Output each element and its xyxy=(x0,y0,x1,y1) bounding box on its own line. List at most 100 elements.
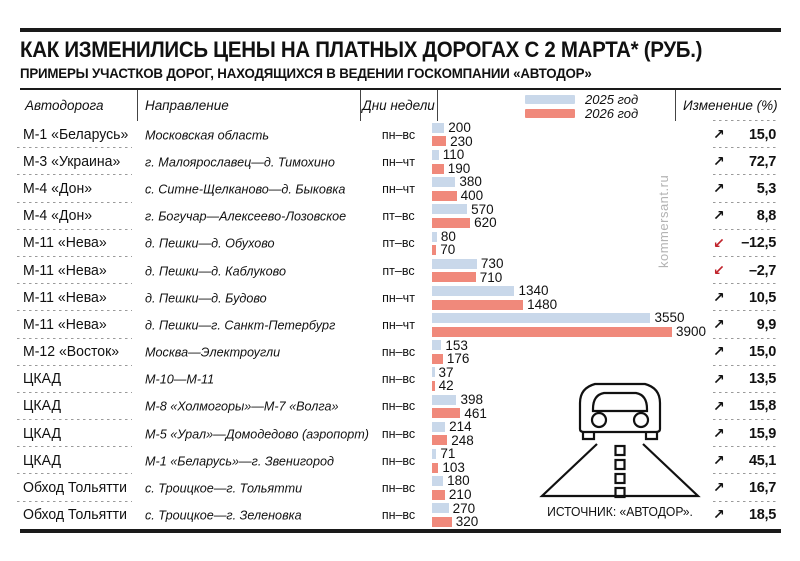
row-divider-road xyxy=(17,201,132,203)
row-divider-change xyxy=(713,228,776,230)
bar-line-2026: 710 xyxy=(432,271,781,285)
row-divider-road xyxy=(17,473,132,475)
row-divider-change xyxy=(713,391,776,393)
bar-line-2026: 176 xyxy=(432,352,781,366)
car-road-illustration xyxy=(539,382,701,499)
road-cell: М-3 «Украина» xyxy=(23,153,121,170)
change-cell: ↙ –12,5 xyxy=(713,236,776,251)
row-divider-change xyxy=(713,419,776,421)
bar-2026 xyxy=(432,381,435,392)
trend-arrow-icon: ↙ xyxy=(713,262,725,279)
direction-cell: М-1 «Беларусь»—г. Звенигород xyxy=(145,453,334,469)
road-cell: Обход Тольятти xyxy=(23,480,127,497)
road-cell: ЦКАД xyxy=(23,452,61,469)
price-table: Автодорога Направление Дни недели 2025 г… xyxy=(17,88,781,529)
bar-line-2026: 230 xyxy=(432,135,781,149)
bar-2025 xyxy=(432,204,468,215)
table-row: М-12 «Восток» Москва—Электроугли пн–вс 1… xyxy=(17,337,781,366)
bar-group: 270 320 xyxy=(432,502,781,529)
road-cell: ЦКАД xyxy=(23,425,61,442)
road-cell: М-4 «Дон» xyxy=(23,180,93,197)
bar-2025 xyxy=(432,449,437,460)
trend-arrow-icon: ↗ xyxy=(713,480,725,497)
table-row: ЦКАД М-5 «Урал»—Домодедово (аэропорт) пн… xyxy=(17,419,781,448)
change-cell: ↗ 5,3 xyxy=(713,182,776,197)
change-value: 10,5 xyxy=(748,289,776,306)
bar-2025 xyxy=(432,394,457,405)
bar-2025 xyxy=(432,503,449,514)
change-value: –12,5 xyxy=(741,235,776,252)
bar-2025 xyxy=(432,149,439,160)
bar-line-2025: 730 xyxy=(432,257,781,271)
bar-group: 80 70 xyxy=(432,230,781,257)
road-dash xyxy=(614,486,626,499)
direction-cell: г. Малоярославец—д. Тимохино xyxy=(145,154,335,170)
change-cell: ↙ –2,7 xyxy=(713,263,776,278)
table-row: М-4 «Дон» с. Ситне-Щелканово—д. Быковка … xyxy=(17,174,781,203)
column-header-change: Изменение (%) xyxy=(683,98,778,113)
road-dash xyxy=(614,472,626,485)
bar-line-2025: 80 xyxy=(432,230,781,244)
row-divider-change xyxy=(713,120,776,121)
bar-line-2026: 42 xyxy=(432,379,781,393)
column-header-days: Дни недели xyxy=(362,98,435,113)
bar-value-2025: 200 xyxy=(448,120,471,136)
row-divider-road xyxy=(17,419,132,421)
road-dash xyxy=(614,444,626,457)
days-cell: пн–чт xyxy=(382,154,415,169)
row-divider-road xyxy=(17,174,132,176)
days-cell: пт–вс xyxy=(382,263,415,278)
bar-group: 37 42 xyxy=(432,366,781,393)
bar-value-2025: 180 xyxy=(447,473,470,489)
change-cell: ↗ 8,8 xyxy=(713,209,776,224)
days-cell: пн–вс xyxy=(381,399,416,414)
bar-line-2025: 380 xyxy=(432,175,781,189)
road-cell: М-11 «Нева» xyxy=(23,316,107,333)
bar-2026 xyxy=(432,299,524,310)
bar-value-2026: 3900 xyxy=(676,323,707,339)
bar-group: 214 248 xyxy=(432,420,781,447)
bar-2026 xyxy=(432,462,439,473)
bar-2026 xyxy=(432,435,448,446)
legend-swatch-2026 xyxy=(525,109,575,118)
trend-arrow-icon: ↗ xyxy=(713,344,725,361)
bar-2026 xyxy=(432,272,476,283)
bar-value-2026: 103 xyxy=(442,459,465,475)
row-divider-change xyxy=(713,201,776,203)
change-value: 16,7 xyxy=(748,479,776,496)
bottom-rule xyxy=(20,529,781,533)
change-cell: ↗ 72,7 xyxy=(713,155,776,170)
trend-arrow-icon: ↗ xyxy=(713,289,725,306)
change-cell: ↗ 9,9 xyxy=(713,318,776,333)
bar-2026 xyxy=(432,245,437,256)
car-headlight-left xyxy=(590,411,608,429)
change-value: 72,7 xyxy=(748,153,776,170)
bar-2025 xyxy=(432,476,444,487)
bar-2025 xyxy=(432,340,442,351)
bar-2025 xyxy=(432,285,515,296)
days-cell: пн–вс xyxy=(381,372,416,387)
direction-cell: Москва—Электроугли xyxy=(145,344,281,360)
row-divider-road xyxy=(17,446,132,448)
trend-arrow-icon: ↗ xyxy=(713,398,725,415)
trend-arrow-icon: ↗ xyxy=(713,425,725,442)
direction-cell: г. Богучар—Алексеево-Лозовское xyxy=(145,208,347,224)
direction-cell: с. Троицкое—г. Тольятти xyxy=(145,480,303,496)
bar-value-2025: 398 xyxy=(460,391,484,407)
row-divider-change xyxy=(713,446,776,448)
top-rule xyxy=(20,28,781,32)
change-value: 15,8 xyxy=(748,398,776,415)
bar-2025 xyxy=(432,177,456,188)
direction-cell: с. Ситне-Щелканово—д. Быковка xyxy=(145,181,346,197)
row-divider-road xyxy=(17,283,132,285)
trend-arrow-icon: ↗ xyxy=(713,452,725,469)
bar-line-2026: 210 xyxy=(432,488,781,502)
change-value: 15,9 xyxy=(748,425,776,442)
bar-2025 xyxy=(432,421,446,432)
bar-line-2026: 400 xyxy=(432,189,781,203)
road-cell: М-11 «Нева» xyxy=(23,289,107,306)
bar-2026 xyxy=(432,353,443,364)
car-headlight-right xyxy=(632,411,650,429)
change-cell: ↗ 15,0 xyxy=(713,345,776,360)
